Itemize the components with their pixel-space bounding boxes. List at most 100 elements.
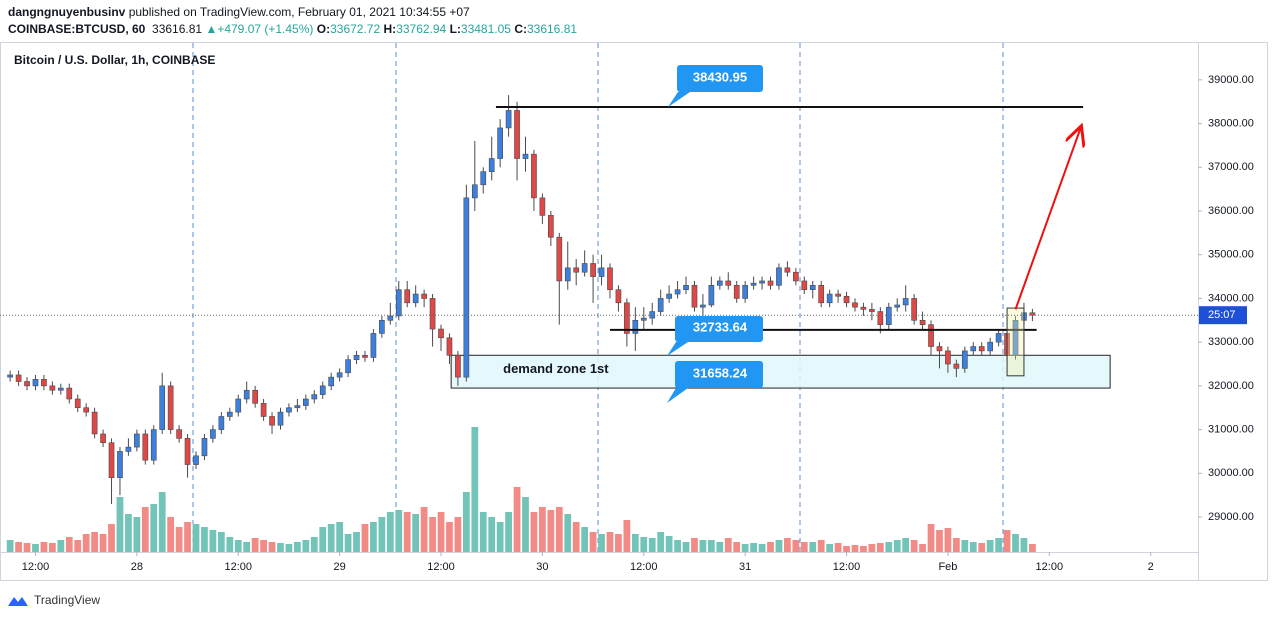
- volume-bar: [505, 512, 512, 552]
- candle-body: [395, 289, 402, 317]
- y-tick-label: 32000.00: [1208, 380, 1254, 392]
- candle-body: [176, 429, 182, 439]
- candle-body: [303, 398, 309, 406]
- volume-bar: [370, 522, 377, 552]
- ohlc-key: O:: [316, 22, 331, 36]
- volume-bar: [707, 540, 715, 552]
- volume-bar: [496, 522, 504, 552]
- candle-body: [66, 387, 73, 400]
- x-tick-label: 30: [536, 561, 548, 573]
- volume-bar: [429, 517, 436, 552]
- zone-label: demand zone 1st: [503, 361, 609, 376]
- candle-body: [370, 333, 377, 358]
- volume-bar: [876, 543, 884, 552]
- volume-bar: [133, 517, 141, 552]
- candle-body: [455, 354, 461, 378]
- x-tick-label: 31: [739, 561, 751, 573]
- candle-body: [463, 197, 470, 378]
- volume-bar: [285, 544, 293, 552]
- volume-bar: [547, 510, 555, 552]
- candle-body: [615, 289, 622, 304]
- volume-bar: [479, 512, 487, 552]
- volume-bar: [539, 507, 546, 552]
- candle-body: [750, 282, 757, 286]
- volume-bar: [192, 524, 200, 552]
- volume-bar: [817, 540, 825, 552]
- candle-body: [91, 411, 98, 435]
- volume-bar: [674, 540, 681, 552]
- candle-body: [294, 405, 301, 409]
- candle-body: [835, 293, 841, 297]
- volume-bar: [986, 540, 994, 552]
- candle-body: [167, 385, 174, 430]
- volume-bar: [522, 497, 529, 552]
- candle-body: [74, 398, 81, 409]
- candle-body: [607, 267, 613, 290]
- candle-body: [995, 333, 1002, 343]
- volume-bar: [395, 510, 403, 552]
- volume-bar: [437, 512, 445, 552]
- candle-body: [243, 389, 250, 400]
- candle-body: [379, 319, 385, 334]
- volume-bar: [40, 542, 48, 552]
- candle-body: [446, 337, 453, 356]
- volume-bar: [784, 538, 791, 552]
- callout-label: 31658.24: [693, 365, 748, 380]
- volume-bar: [716, 542, 724, 552]
- y-tick-label: 33000.00: [1208, 336, 1254, 348]
- y-tick-label: 37000.00: [1208, 161, 1254, 173]
- candle-body: [117, 451, 123, 478]
- candle-body: [683, 285, 689, 290]
- volume-bar: [226, 537, 234, 552]
- candle-body: [210, 429, 216, 439]
- candle-body: [286, 407, 292, 413]
- volume-bar: [310, 537, 318, 552]
- candle-body: [936, 346, 943, 352]
- candle-body: [869, 309, 875, 312]
- volume-bar: [809, 542, 817, 552]
- candle-body: [57, 387, 64, 391]
- candle-body: [218, 416, 225, 430]
- volume-bar: [336, 522, 344, 552]
- candle-body: [311, 394, 318, 400]
- x-tick-label: 12:00: [224, 561, 252, 573]
- candle-body: [978, 346, 985, 352]
- volume-bar: [615, 534, 622, 552]
- ohlc-value: 33672.72: [330, 22, 381, 36]
- candle-body: [83, 407, 90, 413]
- volume-bar: [446, 522, 453, 552]
- candle-body: [269, 416, 275, 426]
- volume-bar: [741, 544, 749, 552]
- y-tick-label: 36000.00: [1208, 205, 1254, 217]
- candle-body: [759, 280, 765, 284]
- volume-bar: [665, 536, 673, 552]
- ohlc-value: 33762.94: [396, 22, 447, 36]
- candle-body: [784, 267, 791, 273]
- candle-body: [809, 285, 816, 290]
- volume-bar: [243, 542, 251, 552]
- volume-bar: [691, 538, 698, 552]
- volume-bar: [234, 540, 242, 552]
- candle-body: [488, 158, 495, 172]
- volume-bar: [125, 514, 132, 552]
- candle-body: [134, 433, 140, 448]
- candle-body: [15, 374, 22, 382]
- volume-bar: [758, 544, 766, 552]
- candle-body: [438, 328, 444, 339]
- candle-body: [328, 376, 335, 387]
- candle-body: [590, 263, 596, 277]
- volume-bar: [201, 527, 208, 552]
- candle-body: [852, 302, 858, 308]
- candle-body: [522, 153, 529, 159]
- volume-bar: [648, 538, 656, 552]
- volume-bar: [386, 512, 394, 552]
- y-tick-label: 39000.00: [1208, 74, 1254, 86]
- candle-body: [548, 215, 554, 238]
- volume-bar: [952, 538, 960, 552]
- volume-bar: [158, 492, 166, 552]
- volume-bar: [251, 538, 259, 552]
- x-tick-label: 12:00: [22, 561, 50, 573]
- callout: 32733.64: [667, 316, 763, 356]
